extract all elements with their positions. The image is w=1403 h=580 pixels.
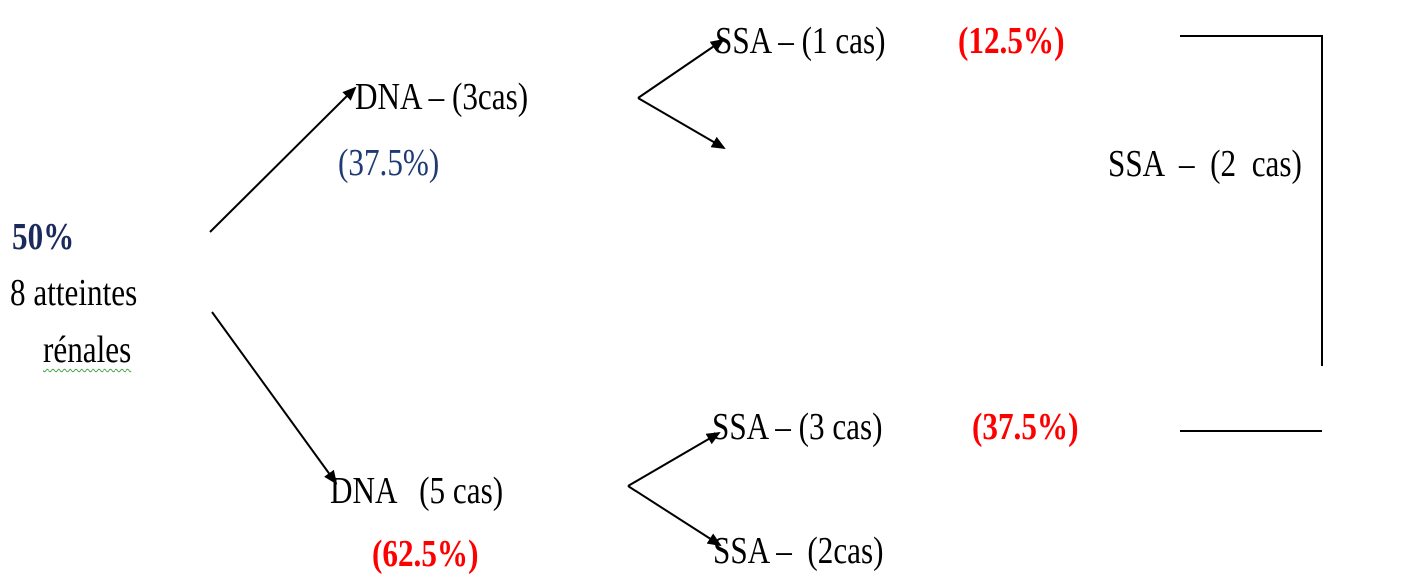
lower-dna-label: DNA (5 cas) [330,470,504,512]
arrow-lower-dna-to-ssa-2cas [627,485,722,547]
root-line2: rénales [43,329,132,371]
lower-ssa-3cas-label: SSA – (3 cas) [712,406,883,448]
upper-ssa-percent: (12.5%) [958,20,1065,62]
lower-ssa-3cas-percent: (37.5%) [972,406,1079,448]
arrow-lower-dna-to-ssa-3cas [627,431,721,487]
lower-dna-percent: (62.5%) [372,533,479,575]
arrow-upper-dna-to-ssa [637,38,725,99]
root-percent: 50% [12,216,75,258]
lower-ssa-2cas-label: SSA – (2cas) [713,530,884,572]
summary-bracket-top [1180,35,1323,366]
upper-dna-percent: (37.5%) [338,142,440,184]
arrow-root-to-upper-dna [209,86,357,233]
upper-dna-label: DNA – (3cas) [355,76,529,118]
summary-label: SSA – (2 cas) [1108,143,1302,185]
arrow-root-to-lower-dna [211,311,338,485]
root-line1: 8 atteintes [10,272,138,314]
upper-ssa-label: SSA – (1 cas) [715,20,886,62]
arrow-upper-dna-to-empty [637,97,726,150]
